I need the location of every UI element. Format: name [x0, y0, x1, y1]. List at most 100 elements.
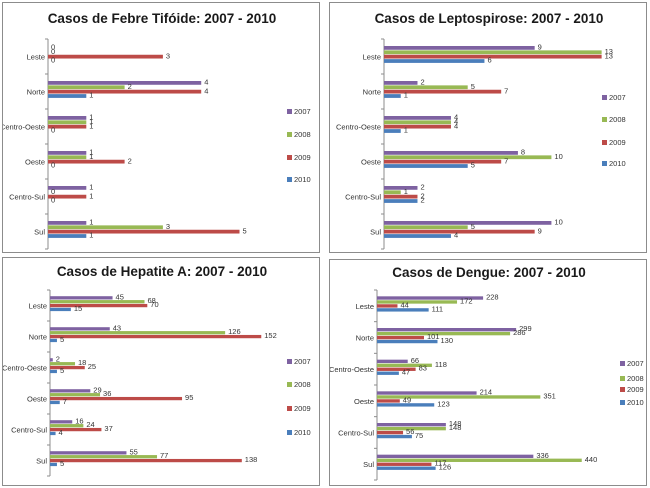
bar-centro-oeste-2010 — [377, 371, 399, 375]
bar-norte-2009 — [377, 335, 424, 340]
data-label: 2 — [128, 82, 132, 91]
bar-sul-2010 — [48, 234, 87, 238]
data-label: 2 — [420, 183, 424, 192]
category-group-oeste: Oeste 11 2 0 — [25, 148, 132, 180]
data-label: 7 — [504, 86, 508, 95]
category-group-oeste: Oeste 8 10 7 5 — [361, 148, 563, 180]
bar-norte-2007 — [48, 81, 202, 85]
legend-label-2009: 2009 — [609, 138, 626, 147]
data-label: 29 — [93, 385, 101, 394]
data-label: 440 — [585, 455, 598, 464]
data-label: 0 — [51, 187, 55, 196]
bar-oeste-2007 — [48, 151, 87, 155]
bar-centro-oeste-2008 — [377, 363, 432, 367]
bar-centro-sul-2007 — [384, 186, 418, 190]
bar-centro-sul-2010 — [50, 431, 56, 436]
category-label: Norte — [356, 334, 374, 343]
data-label: 3 — [166, 222, 170, 231]
data-label: 70 — [150, 300, 158, 309]
bar-centro-sul-2007 — [377, 423, 446, 427]
bar-oeste-2009 — [48, 159, 125, 164]
legend-swatch-2010 — [602, 161, 607, 166]
data-label: 44 — [400, 300, 408, 309]
legend: 2007 2008 2009 2010 — [287, 357, 311, 437]
category-label: Oeste — [361, 158, 381, 167]
bar-oeste-2007 — [384, 151, 518, 155]
category-group-centro-sul: Centro-Sul 16 24 37 4 — [11, 416, 113, 446]
bar-oeste-2009 — [377, 399, 400, 403]
legend-swatch-2007 — [602, 95, 607, 100]
bar-norte-2007 — [377, 328, 517, 332]
data-label: 0 — [51, 47, 55, 56]
data-label: 0 — [51, 196, 55, 205]
data-label: 56 — [406, 427, 414, 436]
bar-oeste-2008 — [48, 155, 87, 160]
data-label: 25 — [88, 362, 96, 371]
bar-sul-2007 — [50, 451, 127, 455]
bar-leste-2007 — [377, 296, 484, 300]
data-label: 118 — [435, 360, 447, 369]
data-label: 68 — [148, 296, 156, 305]
legend: 2007 2008 2009 2010 — [602, 93, 626, 168]
data-label: 123 — [437, 399, 450, 408]
chart-dengue: Casos de Dengue: 2007 - 2010 Leste 228 172 4… — [330, 265, 644, 481]
legend-label-2009: 2009 — [294, 404, 311, 413]
data-label: 172 — [460, 296, 473, 305]
bar-leste-2010 — [377, 308, 429, 312]
bar-sul-2010 — [377, 466, 436, 470]
bar-centro-oeste-2010 — [50, 369, 57, 374]
bar-norte-2007 — [384, 81, 418, 85]
data-label: 286 — [513, 328, 526, 337]
category-label: Centro-Sul — [11, 426, 47, 435]
data-label: 130 — [440, 336, 453, 345]
data-label: 16 — [75, 416, 83, 425]
category-group-norte: Norte 2 5 7 1 — [363, 78, 508, 110]
data-label: 1 — [89, 191, 93, 200]
legend-label-2008: 2008 — [627, 374, 644, 383]
bar-norte-2010 — [384, 94, 401, 98]
data-label: 148 — [449, 419, 462, 428]
legend-swatch-2010 — [620, 400, 625, 405]
data-label: 37 — [104, 424, 112, 433]
bar-norte-2008 — [377, 331, 511, 336]
data-label: 10 — [554, 218, 562, 227]
category-group-oeste: Oeste 29 36 95 7 — [27, 385, 193, 415]
data-label: 7 — [504, 156, 508, 165]
bar-centro-sul-2008 — [384, 190, 401, 195]
data-label: 1 — [89, 113, 93, 122]
bar-norte-2007 — [50, 327, 110, 331]
bar-centro-sul-2009 — [50, 427, 102, 432]
legend-label-2009: 2009 — [294, 153, 311, 162]
data-label: 101 — [427, 332, 440, 341]
category-group-norte: Norte 4 2 4 1 — [27, 78, 208, 110]
bar-sul-2007 — [384, 221, 552, 225]
bar-leste-2010 — [384, 59, 485, 63]
data-label: 4 — [454, 117, 458, 126]
data-label: 126 — [439, 463, 452, 472]
legend-swatch-2007 — [287, 359, 292, 364]
data-label: 228 — [486, 292, 499, 301]
bar-centro-oeste-2008 — [50, 362, 76, 366]
data-label: 36 — [103, 389, 111, 398]
data-label: 148 — [449, 423, 462, 432]
data-label: 4 — [454, 113, 458, 122]
category-group-sul: Sul 1 3 5 1 — [34, 218, 247, 250]
data-label: 1 — [89, 231, 93, 240]
data-label: 8 — [521, 148, 525, 157]
legend-swatch-2010 — [287, 430, 292, 435]
data-label: 111 — [432, 304, 443, 313]
data-label: 1 — [89, 183, 93, 192]
category-group-centro-oeste: Centro-Oeste 444 1 — [336, 113, 458, 145]
bar-oeste-2010 — [50, 400, 60, 405]
data-label: 9 — [538, 226, 542, 235]
data-label: 126 — [228, 327, 241, 336]
data-label: 4 — [454, 121, 458, 130]
category-label: Centro-Oeste — [336, 123, 381, 132]
data-label: 5 — [471, 161, 475, 170]
legend-swatch-2009 — [287, 406, 292, 411]
data-label: 1 — [89, 121, 93, 130]
bar-sul-2010 — [384, 234, 451, 238]
